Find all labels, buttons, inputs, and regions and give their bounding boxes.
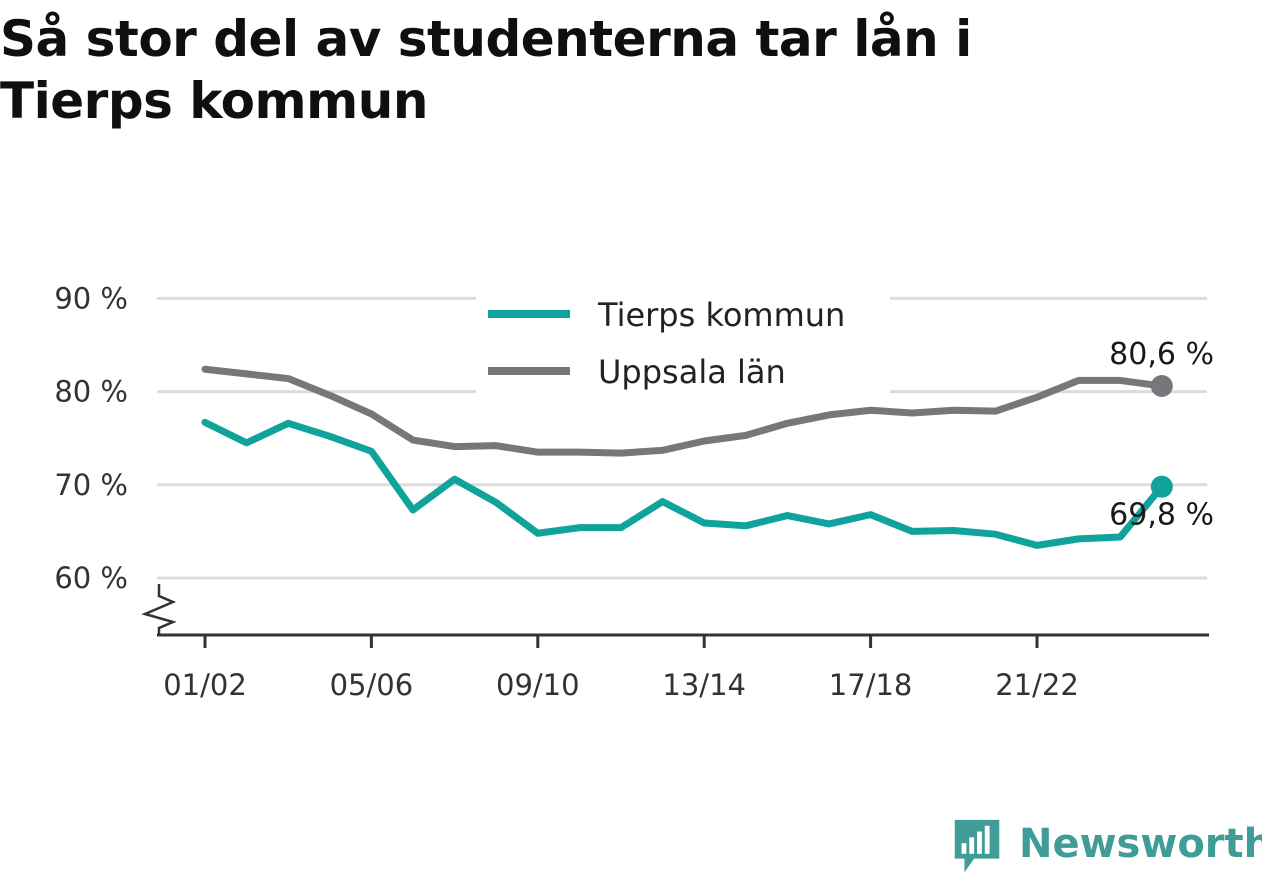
end-marker-tierps	[1150, 475, 1173, 498]
series-line-tierps	[201, 418, 1166, 549]
y-tick-label: 80 %	[54, 375, 128, 409]
x-tick-label: 05/06	[330, 668, 414, 702]
axis-break-symbol	[141, 584, 177, 635]
newsworthy-logo-icon	[954, 819, 1000, 873]
y-tick-label: 70 %	[54, 468, 128, 502]
series-line-uppsala	[201, 365, 1166, 457]
end-label-uppsala: 80,6 %	[1109, 337, 1214, 372]
x-axis-ticks: 01/02 05/06 09/10 13/14 17/18 21/22	[163, 635, 1079, 702]
brand-name: Newsworthy	[1019, 821, 1262, 867]
x-tick-label: 21/22	[995, 668, 1079, 702]
series-lines	[201, 365, 1166, 549]
y-tick-label: 90 %	[54, 281, 128, 315]
y-axis-ticks: 90 % 80 % 70 % 60 %	[54, 281, 128, 595]
chart-title: Så stor del av studenterna tar lån i Tie…	[0, 10, 972, 130]
x-tick-label: 09/10	[496, 668, 580, 702]
end-label-tierps: 69,8 %	[1109, 498, 1214, 533]
legend-label-tierps: Tierps kommun	[597, 296, 845, 334]
x-tick-label: 01/02	[163, 668, 247, 702]
end-markers: 69,8 % 80,6 %	[1109, 337, 1214, 533]
y-tick-label: 60 %	[54, 561, 128, 595]
x-axis	[141, 584, 1209, 637]
end-marker-uppsala	[1150, 375, 1173, 398]
x-tick-label: 13/14	[662, 668, 746, 702]
legend-label-uppsala: Uppsala län	[598, 353, 786, 391]
legend: Tierps kommun Uppsala län	[476, 292, 890, 404]
x-tick-label: 17/18	[829, 668, 913, 702]
